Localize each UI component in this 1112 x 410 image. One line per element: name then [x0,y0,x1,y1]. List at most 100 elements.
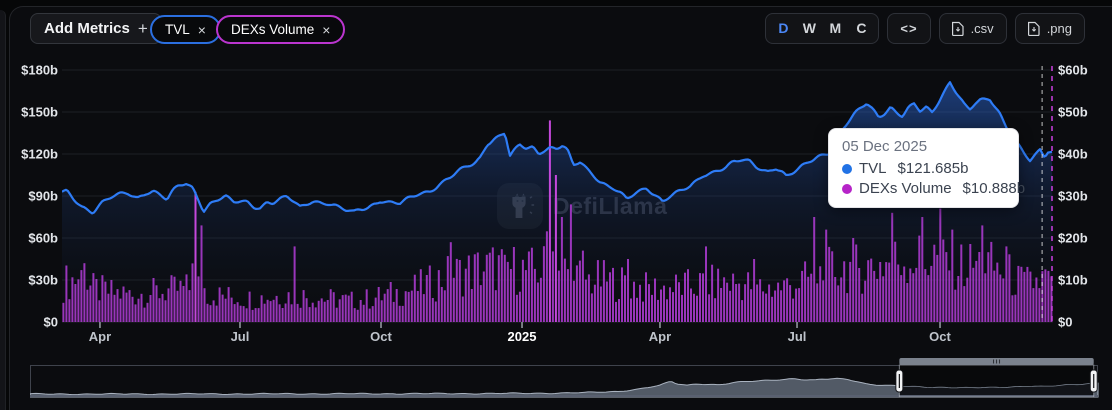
volume-bar [464,268,467,322]
volume-bar [494,290,497,322]
volume-bar [768,284,771,322]
volume-bar [810,273,813,322]
volume-bar [780,290,783,322]
volume-bar [482,271,485,322]
volume-bar [353,308,356,322]
metric-pill-label: DEXs Volume [231,22,315,37]
volume-bar [77,279,80,322]
volume-bar [687,269,689,322]
volume-bar [581,250,584,322]
volume-bar [539,277,542,322]
close-icon[interactable]: × [197,21,206,38]
volume-bar [593,284,596,322]
volume-bar [861,293,864,322]
main-chart[interactable] [62,64,1053,334]
volume-bar [416,291,419,322]
volume-bar [62,302,65,322]
chart-tooltip: 05 Dec 2025 TVL $121.685b DEXs Volume $10.8… [828,128,1025,208]
embed-button[interactable]: <> [887,13,931,44]
volume-bar [200,225,203,322]
volume-bar [789,285,792,322]
volume-bar [287,292,290,322]
interval-w[interactable]: W [802,20,816,36]
series-dot-icon [842,163,852,174]
volume-bar [777,282,780,322]
volume-bar [434,301,437,322]
tooltip-row-tvl: TVL $121.685b [842,160,1005,177]
volume-bar [134,304,137,322]
volume-bar [846,293,849,322]
tooltip-series-name: TVL [859,160,887,177]
volume-bar [870,258,873,322]
volume-bar [149,295,152,322]
metric-pill-label: TVL [165,22,190,37]
volume-bar [984,273,987,322]
volume-bar [68,299,71,322]
volume-bar [143,307,146,322]
volume-bar [729,290,732,322]
download-csv-button[interactable]: .csv [938,13,1007,44]
volume-bar [969,244,972,322]
volume-bar [753,259,756,322]
volume-bar [122,286,125,322]
file-download-icon [1027,21,1040,36]
volume-bar [425,275,428,322]
volume-bar [560,217,563,322]
volume-bar [269,301,272,322]
volume-bar [182,286,185,322]
volume-bar [602,260,605,322]
volume-bar [792,298,795,322]
volume-bar [1002,278,1005,322]
volume-bar [684,272,686,322]
add-metrics-button[interactable]: Add Metrics + [30,13,162,44]
download-png-button[interactable]: .png [1014,13,1085,44]
volume-bar [305,298,308,322]
volume-bar [98,300,101,322]
volume-bar [551,251,554,322]
interval-c[interactable]: C [856,20,867,36]
volume-bar [311,302,314,322]
volume-bar [455,258,458,322]
volume-bar [909,268,912,322]
metric-pill-dexs-volume[interactable]: DEXs Volume × [216,15,346,44]
volume-bar [176,290,179,322]
volume-bar [578,260,581,322]
volume-bar [476,252,479,322]
volume-bar [74,284,77,322]
x-axis-tick-apr: Apr [88,329,112,344]
tvl-line [62,81,1053,215]
plus-icon: + [137,18,148,38]
timeline-navigator[interactable] [30,357,1100,403]
interval-m[interactable]: M [829,20,842,36]
volume-bar [966,277,969,322]
png-label: .png [1046,21,1072,36]
volume-bar [723,277,726,322]
volume-bar [506,261,509,322]
volume-bar [155,285,158,322]
volume-bar [317,300,320,322]
volume-bar [188,290,191,322]
volume-bar [1020,266,1023,322]
volume-bar [383,293,386,322]
volume-bar [960,244,963,322]
volume-bar [89,285,92,322]
close-icon[interactable]: × [322,21,331,38]
volume-bar [374,297,377,322]
volume-bar [648,284,650,322]
interval-d[interactable]: D [778,20,789,36]
volume-bar [338,299,341,322]
navigator-series-selected [899,382,1094,398]
volume-bar [711,264,714,322]
x-axis-tick-oct: Oct [929,329,951,344]
volume-bar [158,298,161,322]
volume-bar [876,278,879,322]
volume-bar [627,259,629,322]
volume-bar [164,300,167,322]
volume-bar [569,204,572,322]
volume-bar [314,307,317,322]
volume-bar [422,294,425,322]
metric-pill-tvl[interactable]: TVL × [150,15,221,44]
right-axis-tick: $10b [1058,272,1088,288]
volume-bar [473,254,476,322]
